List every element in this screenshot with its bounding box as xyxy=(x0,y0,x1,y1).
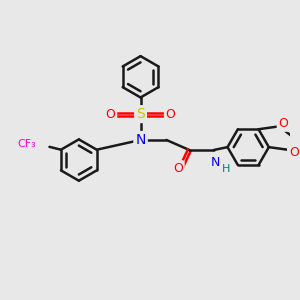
Text: O: O xyxy=(289,146,299,159)
Text: N: N xyxy=(211,156,220,169)
Text: S: S xyxy=(136,107,145,121)
Text: O: O xyxy=(278,117,288,130)
Text: N: N xyxy=(135,133,146,147)
Text: O: O xyxy=(173,162,183,175)
Text: CF₃: CF₃ xyxy=(18,139,37,149)
Text: O: O xyxy=(166,108,176,121)
Text: O: O xyxy=(106,108,115,121)
Text: H: H xyxy=(222,164,230,174)
